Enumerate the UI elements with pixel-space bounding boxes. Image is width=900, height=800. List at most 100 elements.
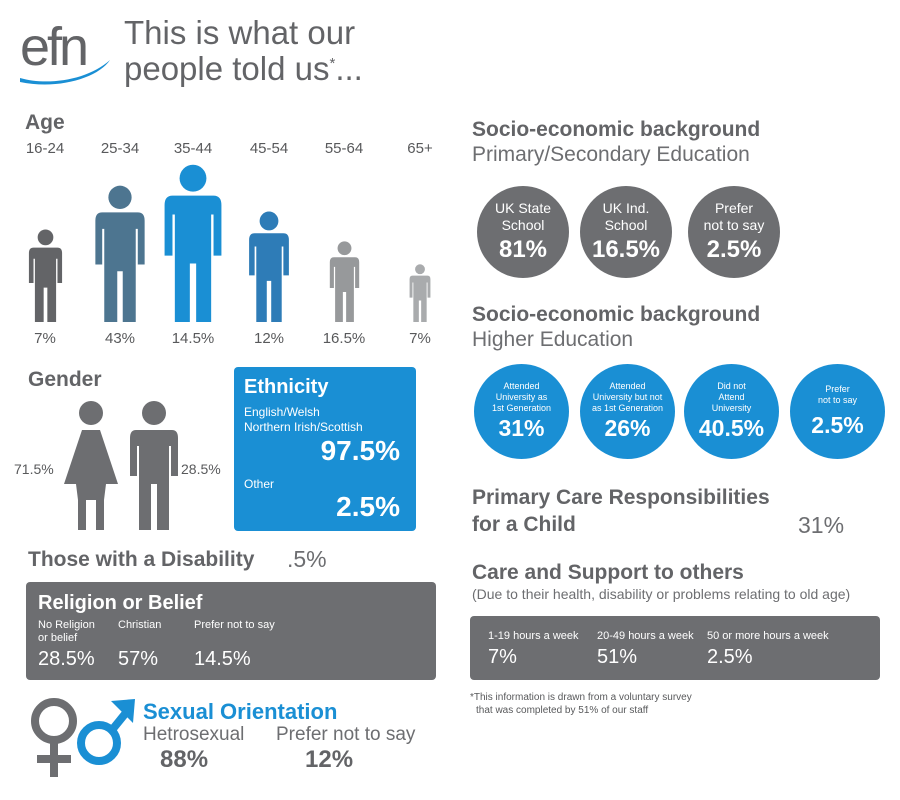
religion-item-1-label-line2: or belief [38, 632, 78, 644]
primary-care-value: 31% [798, 512, 845, 538]
age-group-5: 55-64 16.5% [313, 140, 375, 355]
religion-item-1-label-line1: No Religion [38, 619, 95, 631]
male-figure-icon [130, 401, 178, 530]
female-symbol-icon [31, 698, 77, 777]
age-group-2: 25-34 43% [89, 140, 151, 355]
socio-primary-circle-3: Prefer not to say 2.5% [688, 186, 780, 278]
care-item-3-value: 2.5% [707, 646, 753, 668]
so-item-1-value: 88% [160, 746, 209, 773]
disability-title: Those with a Disability [28, 548, 255, 571]
logo-text: efn [20, 17, 89, 77]
circle-value: 2.5% [706, 235, 762, 263]
care-support-title: Care and Support to others [472, 561, 744, 584]
religion-title: Religion or Belief [38, 592, 203, 614]
ethnicity-group2-label: Other [244, 477, 275, 491]
circle-value: 2.5% [811, 411, 864, 438]
age-group-label: 16-24 [25, 140, 65, 157]
person-figure-icon [28, 229, 62, 322]
socio-primary-title: Socio-economic background [472, 118, 761, 141]
age-title: Age [25, 111, 65, 134]
age-group-1: 16-24 7% [14, 140, 76, 355]
so-item-2-label: Prefer not to say [276, 724, 416, 745]
person-figure-icon [249, 211, 289, 322]
age-group-pct: 7% [34, 330, 56, 347]
age-group-label: 45-54 [249, 140, 289, 157]
gender-title: Gender [28, 368, 102, 391]
age-group-3: 35-44 14.5% [162, 140, 224, 355]
age-group-pct: 43% [104, 330, 136, 347]
person-figure-icon [409, 264, 431, 322]
so-item-2-value: 12% [305, 746, 354, 773]
circle-label-line3: as 1st Generation [591, 402, 664, 413]
socio-primary-subtitle: Primary/Secondary Education [472, 143, 750, 166]
age-group-6: 65+ 7% [389, 140, 451, 355]
footnote-line1: *This information is drawn from a volunt… [470, 692, 692, 703]
circle-label-line2: University as [495, 392, 548, 403]
age-group-pct: 12% [253, 330, 285, 347]
circle-label-line2: Attend [718, 392, 745, 403]
care-item-2-label: 20-49 hours a week [597, 630, 694, 642]
female-figure-icon [64, 401, 118, 530]
title-asterisk: * [329, 55, 336, 72]
ethnicity-group2-value: 2.5% [336, 491, 400, 522]
person-figure-icon [329, 241, 359, 322]
care-item-3-label: 50 or more hours a week [707, 630, 829, 642]
circle-label-line2: not to say [703, 217, 765, 233]
religion-panel: Religion or Belief No Religion or belief… [26, 582, 436, 680]
age-group-label: 65+ [407, 140, 433, 157]
age-group-pct: 7% [409, 330, 431, 347]
ethnicity-title: Ethnicity [244, 376, 329, 398]
primary-care-title-line2: for a Child [472, 513, 576, 536]
circle-value: 40.5% [698, 414, 765, 441]
circle-label-line2: School [501, 217, 545, 233]
circle-label-line1: Attended [503, 381, 540, 392]
religion-item-2-label: Christian [118, 619, 162, 631]
ethnicity-group1-label-line1: English/Welsh [244, 405, 320, 419]
circle-label-line1: UK State [494, 200, 552, 217]
socio-higher-circle-3: Did not Attend University 40.5% [684, 364, 779, 459]
circle-label-line1: Did not [717, 381, 746, 392]
sexual-orientation-title: Sexual Orientation [143, 699, 338, 724]
socio-higher-circle-1: Attended University as 1st Generation 31… [474, 364, 569, 459]
age-group-label: 55-64 [324, 140, 364, 157]
socio-primary-circle-1: UK State School 81% [477, 186, 569, 278]
page-title-line1: This is what our [124, 14, 356, 51]
logo-swoosh-icon [20, 60, 110, 85]
person-figure-icon [164, 164, 222, 322]
logo: efn [20, 12, 115, 85]
so-item-1-label: Hetrosexual [143, 724, 245, 745]
care-item-2-value: 51% [597, 646, 638, 668]
primary-care-title-line1: Primary Care Responsibilities [472, 486, 770, 509]
socio-primary-circle-2: UK Ind. School 16.5% [580, 186, 672, 278]
disability-value: .5% [287, 546, 327, 572]
age-group-label: 35-44 [173, 140, 213, 157]
socio-higher-circle-4: Prefer not to say 2.5% [790, 364, 885, 459]
care-support-subtitle: (Due to their health, disability or prob… [472, 586, 851, 602]
circle-label-line2: School [604, 217, 648, 233]
religion-item-2-value: 57% [118, 648, 159, 670]
circle-label-line1: Prefer [825, 384, 850, 395]
circle-label-line3: University [711, 402, 752, 413]
gender-female-pct: 71.5% [14, 461, 54, 477]
care-item-1-label: 1-19 hours a week [488, 630, 579, 642]
title-ellipsis: ... [335, 50, 363, 87]
age-group-label: 25-34 [100, 140, 140, 157]
page-title-line2: people told us*... [124, 52, 363, 85]
socio-higher-circle-2: Attended University but not as 1st Gener… [580, 364, 675, 459]
circle-value: 81% [498, 235, 548, 263]
page-title-line2-text: people told us [124, 50, 330, 87]
socio-higher-subtitle: Higher Education [472, 328, 634, 351]
circle-value: 16.5% [591, 235, 661, 263]
ethnicity-panel: Ethnicity English/Welsh Northern Irish/S… [234, 367, 416, 531]
circle-label-line1: Prefer [714, 200, 754, 217]
circle-label-line3: 1st Generation [491, 402, 552, 413]
religion-item-1-value: 28.5% [38, 648, 95, 670]
socio-higher-title: Socio-economic background [472, 303, 761, 326]
gender-male-pct: 28.5% [181, 461, 221, 477]
age-group-pct: 16.5% [322, 330, 366, 347]
circle-label-line1: UK Ind. [602, 200, 650, 217]
care-support-panel: 1-19 hours a week 7% 20-49 hours a week … [470, 616, 880, 680]
person-figure-icon [95, 185, 145, 322]
age-group-4: 45-54 12% [238, 140, 300, 355]
circle-value: 26% [604, 414, 651, 441]
